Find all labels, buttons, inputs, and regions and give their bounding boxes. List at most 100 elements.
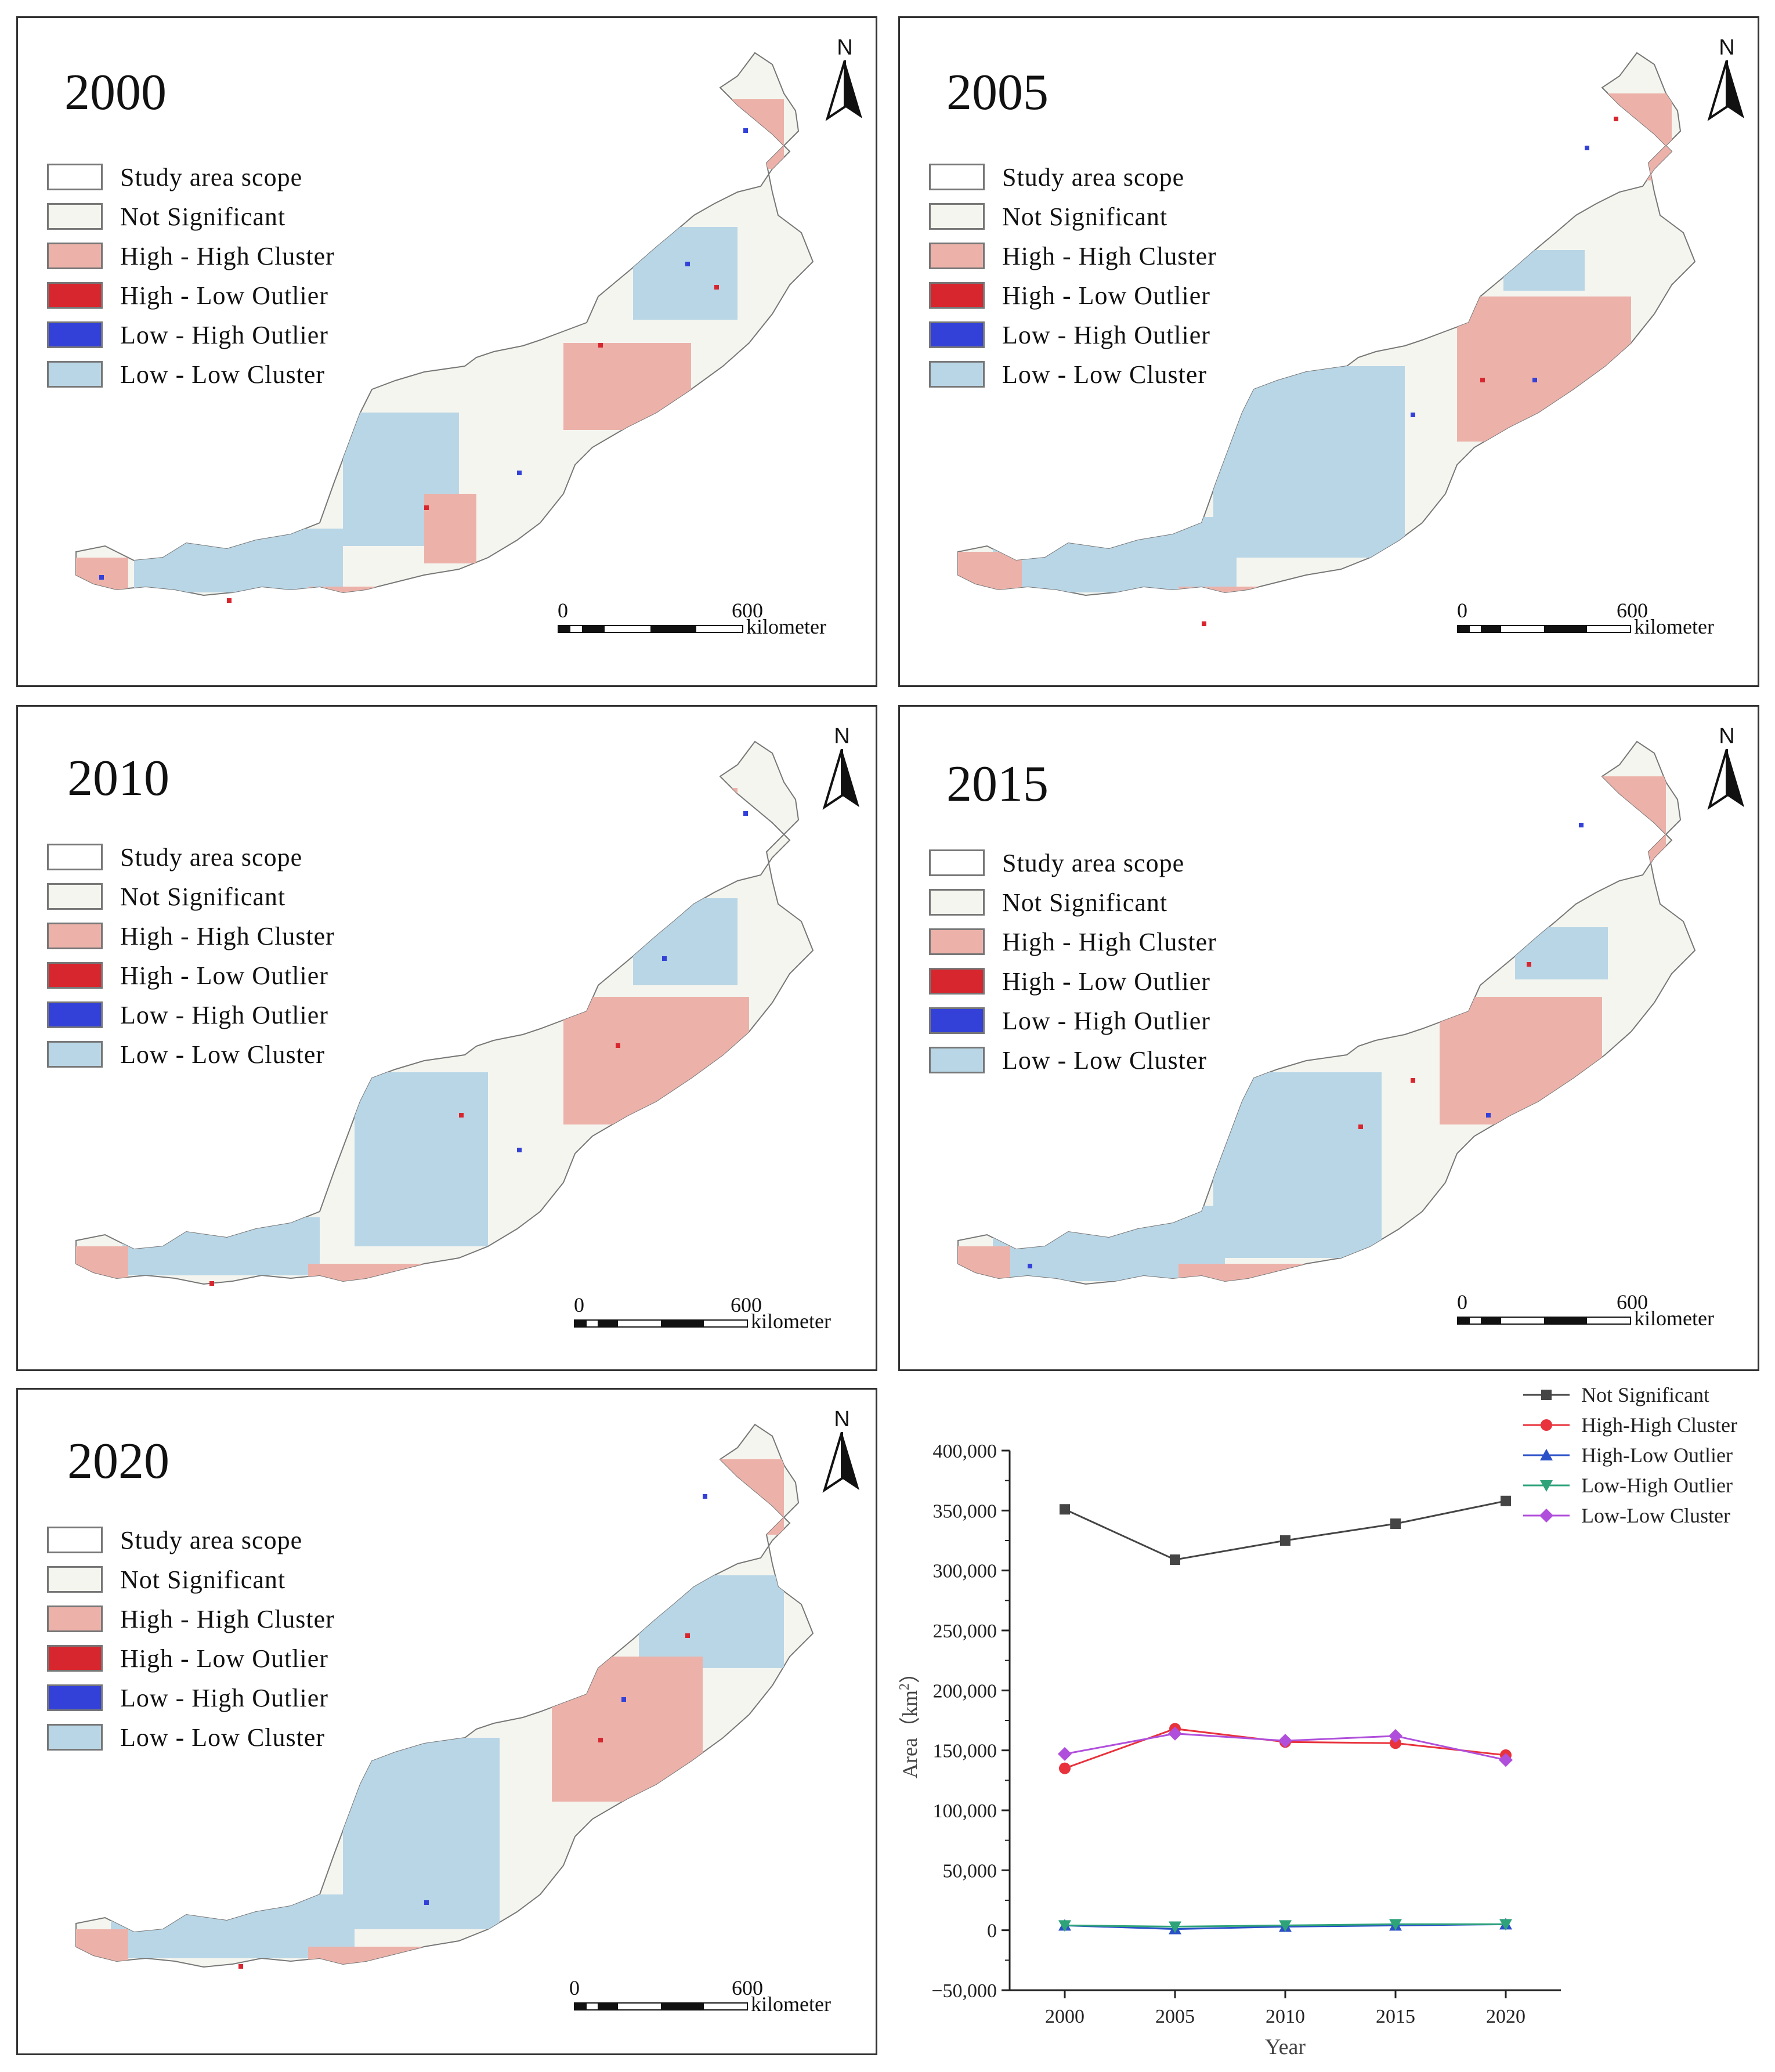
legend-swatch [929,282,985,309]
scale-max: 600 [731,1293,762,1317]
scale-max: 600 [1617,1290,1648,1314]
scale-bar: 0 600 kilometer [569,1976,859,2022]
legend-item: Low - High Outlier [47,315,335,355]
legend-label: High - Low Outlier [120,281,328,310]
x-tick-label: 2010 [1266,2006,1305,2027]
scale-max: 600 [732,599,763,622]
legend-label: Not Significant [1002,202,1168,231]
x-tick-label: 2015 [1376,2006,1415,2027]
legend-swatch [47,1001,103,1028]
y-tick-label: 250,000 [933,1621,997,1642]
legend-item: Low - Low Cluster [929,1040,1217,1080]
legend-label: Study area scope [1002,162,1185,191]
legend-label: High - High Cluster [120,1604,335,1633]
y-tick-label: 200,000 [933,1680,997,1702]
legend-item: Study area scope [47,1520,335,1560]
north-label: N [1719,724,1735,748]
legend-swatch [47,321,103,348]
legend-item: Study area scope [929,843,1217,883]
scale-unit: kilometer [751,1993,831,2016]
cluster-map [75,741,814,1286]
legend-swatch [47,164,103,190]
cluster-map [957,741,1696,1285]
scale-zero: 0 [574,1293,584,1317]
legend-item: Not Significant [47,197,335,236]
north-arrow: N [1707,35,1747,127]
legend-label: Low - High Outlier [120,320,328,349]
legend-item: Study area scope [47,837,335,877]
scale-max: 600 [732,1976,763,1999]
legend-item: High - Low Outlier [47,956,335,995]
scale-bar: 0 600 kilometer [558,598,859,645]
scale-bar-graphic [558,625,743,633]
data-point-low-high-outlier [1499,1919,1512,1931]
legend-label-high-high-cluster: High-High Cluster [1581,1413,1737,1437]
legend-marker-high-high-cluster [1541,1419,1552,1431]
north-arrow: N [1707,724,1747,816]
legend-label: Not Significant [120,1565,286,1594]
scale-unit: kilometer [751,1310,831,1333]
map-legend: Study area scope Not Significant High - … [47,157,335,394]
scale-zero: 0 [1457,1290,1467,1314]
legend-swatch [929,164,985,190]
legend-marker-not-significant [1541,1390,1552,1400]
map-year-title: 2020 [67,1433,169,1489]
scale-bar: 0 600 kilometer [1457,598,1758,645]
scale-bar-graphic [574,2002,748,2010]
legend-label: Low - Low Cluster [1002,1046,1208,1075]
north-arrow-icon [1707,60,1744,121]
legend-label: High - High Cluster [1002,927,1217,956]
legend-swatch [47,1724,103,1751]
x-axis-label: Year [1265,2035,1306,2059]
scale-zero: 0 [569,1976,580,1999]
legend-swatch [47,1605,103,1632]
north-arrow: N [822,724,862,816]
y-tick-label: −50,000 [931,1980,997,2002]
scale-unit: kilometer [746,615,826,638]
legend-item: High - High Cluster [929,922,1217,961]
map-legend: Study area scope Not Significant High - … [929,843,1217,1080]
legend-item: Not Significant [47,877,335,916]
data-point-high-high-cluster [1390,1737,1401,1749]
x-tick-label: 2005 [1155,2006,1195,2027]
map-legend: Study area scope Not Significant High - … [929,157,1217,394]
legend-swatch [47,282,103,309]
cluster-map [75,1424,814,1969]
legend-item: High - Low Outlier [47,276,335,315]
x-tick-label: 2000 [1045,2006,1084,2027]
legend-item: Low - High Outlier [47,995,335,1035]
legend-swatch [929,849,985,876]
legend-label: Low - Low Cluster [120,1040,326,1069]
legend-label: Not Significant [1002,888,1168,917]
legend-item: High - High Cluster [47,916,335,956]
scale-bar-graphic [574,1319,748,1328]
data-point-low-low-cluster [1278,1734,1292,1748]
north-label: N [1719,35,1735,60]
data-point-low-high-outlier [1389,1919,1402,1931]
map-year-title: 2005 [946,64,1049,121]
legend-label: Study area scope [1002,848,1185,877]
data-point-low-high-outlier [1169,1921,1181,1933]
scale-zero: 0 [1457,599,1467,622]
scale-bar: 0 600 kilometer [574,1293,864,1339]
legend-label-low-high-outlier: Low-High Outlier [1581,1474,1733,1497]
legend-label: Low - High Outlier [120,1000,328,1029]
map-year-title: 2010 [67,750,169,807]
map-year-title: 2015 [946,756,1049,812]
north-arrow-icon [822,748,859,810]
legend-label: Low - High Outlier [1002,320,1210,349]
legend-item: High - High Cluster [47,236,335,276]
legend-swatch [47,923,103,949]
legend-item: Low - High Outlier [929,315,1217,355]
legend-label: Not Significant [120,882,286,911]
legend-swatch [47,844,103,870]
legend-label: High - Low Outlier [120,1644,328,1673]
legend-label: High - High Cluster [1002,241,1217,270]
y-tick-label: 400,000 [933,1441,997,1462]
north-label: N [837,35,853,60]
legend-label: Low - Low Cluster [1002,360,1208,389]
data-point-low-high-outlier [1279,1920,1292,1932]
legend-label: Low - High Outlier [120,1683,328,1712]
legend-swatch [929,361,985,388]
legend-swatch [47,1527,103,1553]
